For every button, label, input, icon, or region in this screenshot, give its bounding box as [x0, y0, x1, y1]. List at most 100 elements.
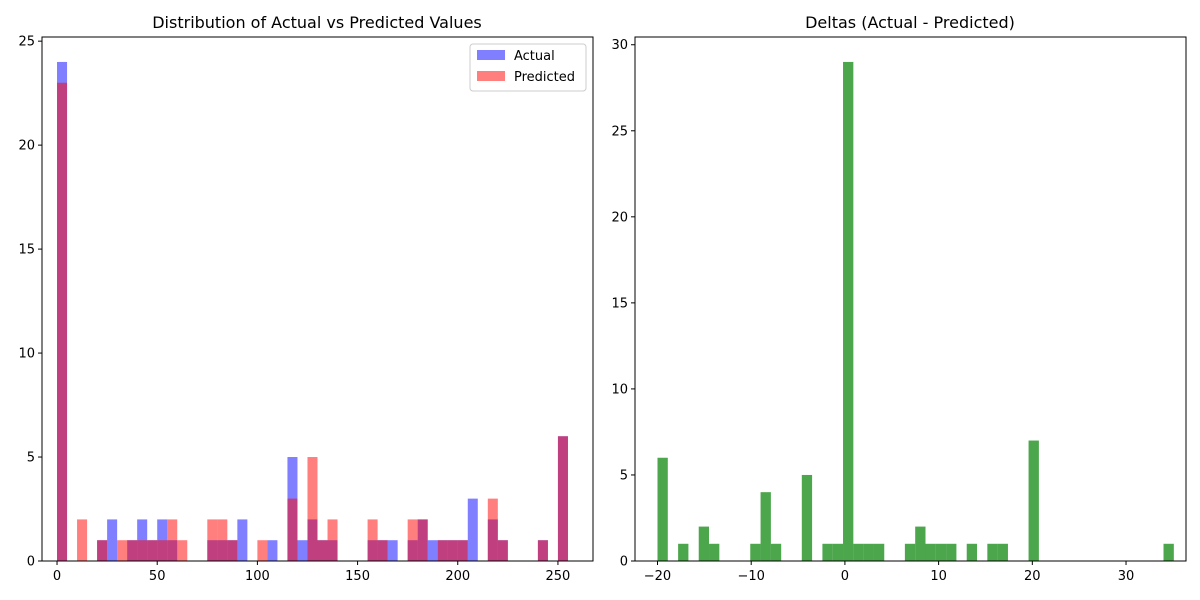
- deltas-x-tick-label-1: −10: [737, 569, 764, 584]
- distribution-x-tick-label-2: 100: [245, 569, 270, 584]
- distribution-x-tick-label-0: 0: [53, 569, 61, 584]
- deltas-x-tick-label-5: 30: [1118, 569, 1135, 584]
- deltas-bar-s0-22: [1028, 440, 1039, 561]
- distribution-x-tick-label-4: 200: [445, 569, 470, 584]
- distribution-bar-s0-23: [427, 540, 438, 561]
- distribution-plot-frame: [41, 36, 594, 562]
- distribution-bar-s0-12: [267, 540, 278, 561]
- distribution-chart: Distribution of Actual vs Predicted Valu…: [18, 13, 594, 584]
- distribution-bar-s1-4: [127, 540, 138, 561]
- deltas-bar-s0-5: [760, 492, 771, 561]
- deltas-bar-s0-13: [873, 543, 885, 561]
- distribution-bar-s1-2: [97, 540, 108, 561]
- distribution-bar-s1-6: [147, 540, 158, 561]
- distribution-x-tick-label-5: 250: [546, 569, 571, 584]
- deltas-x-tick-label-0: −20: [644, 569, 671, 584]
- distribution-bar-s0-2: [107, 519, 118, 561]
- distribution-bar-s1-12: [227, 540, 238, 561]
- deltas-bar-s0-7: [801, 474, 813, 561]
- distribution-bar-s0-20: [387, 540, 398, 561]
- distribution-y-tick-label-4: 20: [18, 139, 35, 154]
- deltas-bar-s0-19: [966, 543, 978, 561]
- deltas-y-tick-label-3: 15: [611, 296, 628, 311]
- deltas-y-tick-label-1: 5: [620, 468, 628, 483]
- distribution-y-tick-label-0: 0: [27, 555, 35, 570]
- legend-label-predicted: Predicted: [514, 70, 575, 85]
- distribution-bar-s1-11: [217, 519, 228, 561]
- distribution-y-axis: 0 5 10 15 20 25: [18, 35, 42, 570]
- deltas-bar-s0-14: [904, 543, 916, 561]
- deltas-plot-frame: [634, 36, 1187, 562]
- deltas-bar-s0-2: [698, 526, 710, 561]
- deltas-y-axis: 0 5 10 15 20 25 30: [611, 38, 635, 570]
- distribution-y-tick-label-2: 10: [18, 347, 35, 362]
- deltas-y-tick-label-2: 10: [611, 382, 628, 397]
- deltas-x-tick-label-2: 0: [841, 569, 849, 584]
- deltas-bars: [657, 61, 1174, 561]
- distribution-chart-title: Distribution of Actual vs Predicted Valu…: [152, 13, 482, 32]
- distribution-bar-s1-0: [57, 82, 68, 561]
- distribution-y-tick-label-1: 5: [27, 451, 35, 466]
- distribution-x-tick-label-1: 50: [149, 569, 166, 584]
- distribution-legend: Actual Predicted: [469, 43, 587, 92]
- distribution-bar-s1-13: [257, 540, 268, 561]
- deltas-x-axis: −20 −10 0 10 20 30: [644, 561, 1135, 584]
- distribution-bar-s1-23: [447, 540, 458, 561]
- distribution-y-tick-label-5: 25: [18, 35, 35, 50]
- distribution-bar-s1-20: [407, 519, 418, 561]
- distribution-bar-s1-27: [537, 540, 548, 561]
- deltas-bar-s0-9: [832, 543, 844, 561]
- deltas-bar-s0-20: [987, 543, 998, 561]
- deltas-y-tick-label-6: 30: [611, 38, 628, 53]
- deltas-x-tick-label-3: 10: [930, 569, 947, 584]
- distribution-bars: [57, 61, 568, 561]
- distribution-bar-s1-5: [137, 540, 148, 561]
- distribution-bar-s1-16: [317, 540, 328, 561]
- distribution-bar-s1-19: [377, 540, 388, 561]
- distribution-bar-s1-1: [77, 519, 88, 561]
- deltas-chart: Deltas (Actual - Predicted) −20 −10 0 10 20 3…: [611, 13, 1187, 584]
- distribution-bar-s0-27: [467, 498, 478, 561]
- deltas-chart-title: Deltas (Actual - Predicted): [805, 13, 1015, 32]
- deltas-bar-s0-21: [997, 543, 1008, 561]
- deltas-y-tick-label-5: 25: [611, 124, 628, 139]
- distribution-bar-s1-21: [417, 519, 428, 561]
- distribution-bar-s1-7: [157, 540, 168, 561]
- deltas-bar-s0-6: [770, 543, 782, 561]
- distribution-bar-s1-14: [287, 498, 298, 561]
- distribution-x-axis: 0 50 100 150 200 250: [53, 561, 570, 584]
- legend-swatch-actual: [477, 50, 505, 60]
- deltas-bar-s0-17: [935, 543, 947, 561]
- deltas-bar-s0-8: [822, 543, 833, 561]
- deltas-bar-s0-16: [925, 543, 936, 561]
- distribution-bar-s1-8: [167, 519, 178, 561]
- distribution-bar-s1-18: [367, 519, 378, 561]
- distribution-bar-s1-10: [207, 519, 218, 561]
- legend-swatch-predicted: [477, 71, 505, 81]
- distribution-bar-s1-25: [487, 498, 498, 561]
- distribution-x-tick-label-3: 150: [345, 569, 370, 584]
- deltas-bar-s0-1: [678, 543, 689, 561]
- deltas-bar-s0-11: [853, 543, 864, 561]
- deltas-bar-s0-12: [863, 543, 874, 561]
- distribution-bar-s1-24: [457, 540, 468, 561]
- deltas-bar-s0-4: [750, 543, 761, 561]
- distribution-bar-s1-3: [117, 540, 128, 561]
- deltas-bar-s0-23: [1163, 543, 1174, 561]
- distribution-bar-s0-4: [137, 519, 148, 561]
- deltas-bar-s0-10: [843, 61, 854, 561]
- distribution-bar-s1-26: [497, 540, 508, 561]
- deltas-y-tick-label-4: 20: [611, 210, 628, 225]
- distribution-bar-s0-11: [237, 519, 248, 561]
- distribution-bar-s1-17: [327, 519, 338, 561]
- deltas-bar-s0-18: [946, 543, 957, 561]
- distribution-bar-s1-9: [177, 540, 188, 561]
- distribution-bar-s1-15: [307, 457, 318, 561]
- distribution-y-tick-label-3: 15: [18, 243, 35, 258]
- distribution-bar-s1-22: [437, 540, 448, 561]
- deltas-bar-s0-0: [657, 457, 668, 561]
- deltas-bar-s0-3: [709, 543, 720, 561]
- deltas-bar-s0-15: [915, 526, 926, 561]
